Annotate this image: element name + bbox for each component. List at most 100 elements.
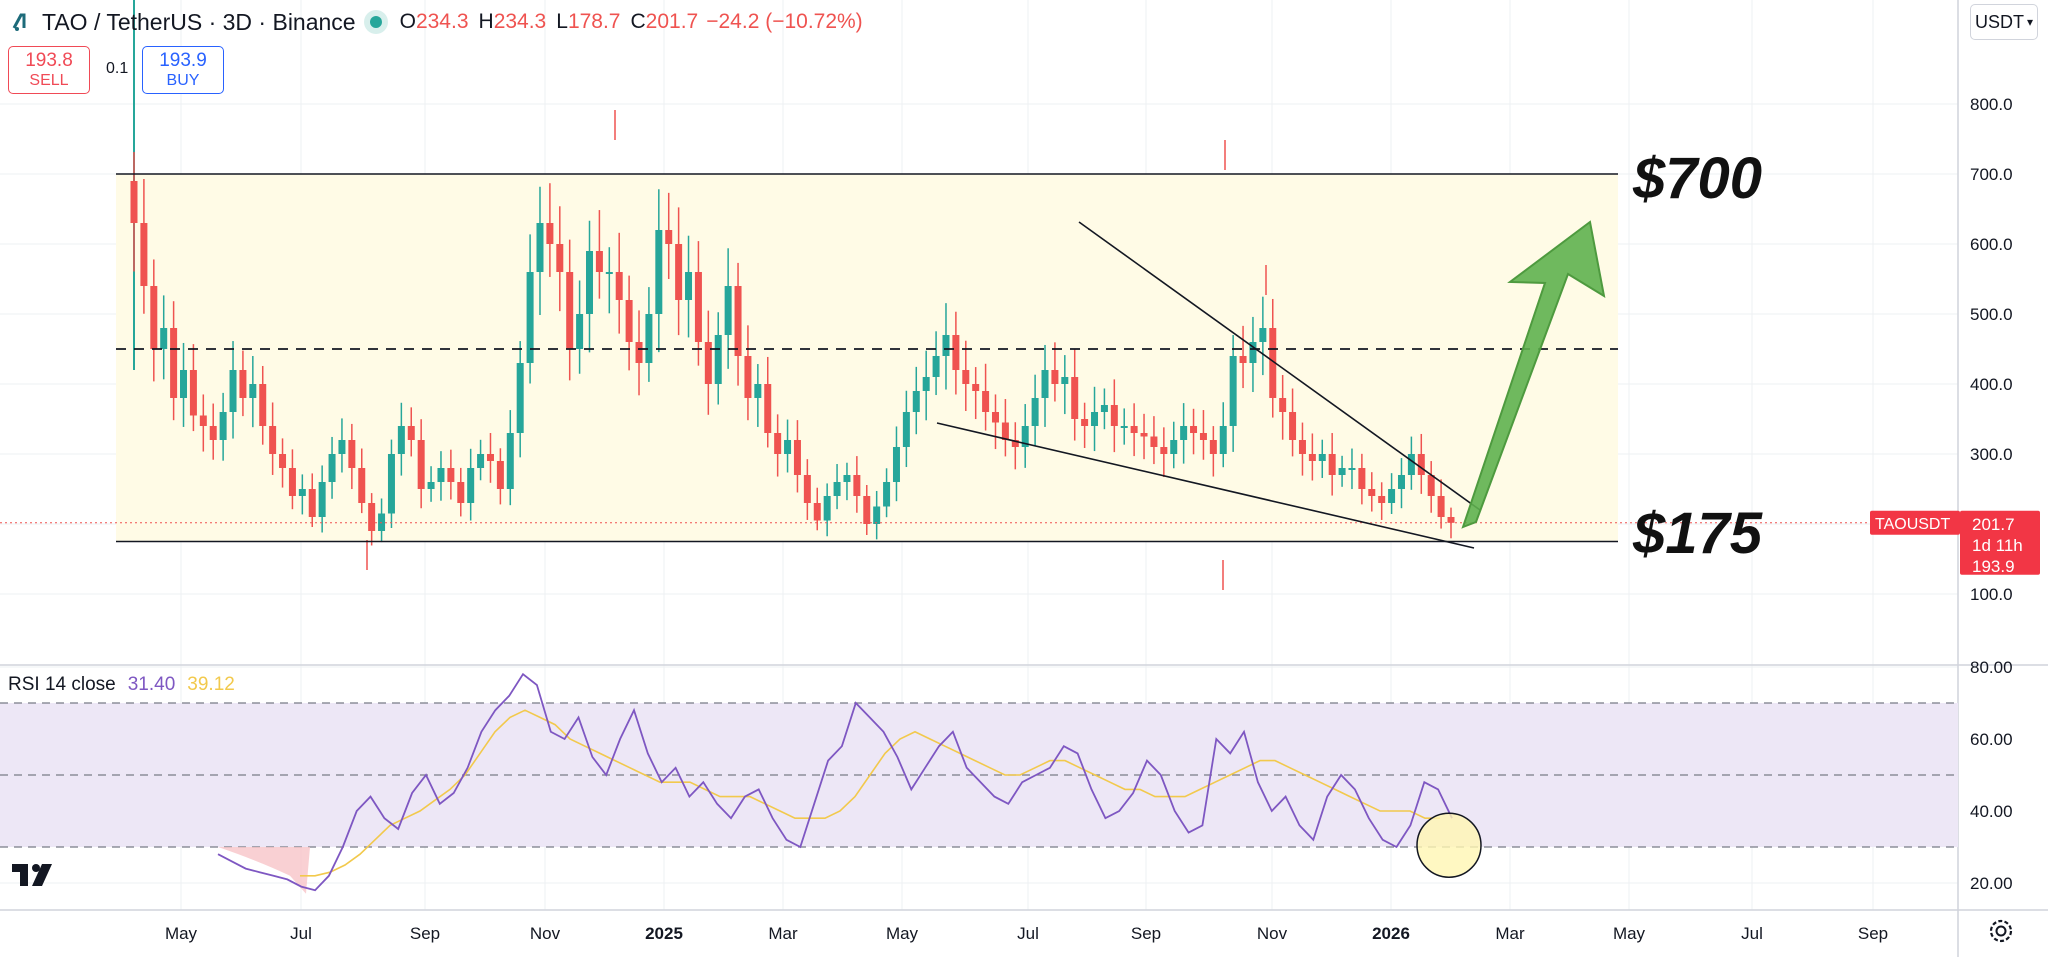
candle-body: [1091, 412, 1099, 426]
candle-body: [1001, 422, 1009, 440]
candle-body: [853, 475, 861, 496]
price-tag-last: 201.7: [1972, 515, 2015, 534]
annotations: $700 $175: [1632, 146, 1763, 566]
candle-body: [902, 412, 910, 447]
candle-body: [892, 447, 900, 482]
candle-body: [962, 370, 970, 384]
candle-body: [1328, 454, 1336, 475]
price-tick-label: 500.0: [1970, 305, 2013, 324]
candle-body: [625, 300, 633, 342]
candle-body: [605, 272, 613, 274]
levels: [0, 173, 1958, 543]
price-tag-bg: [1960, 510, 2040, 575]
sell-button[interactable]: 193.8 SELL: [8, 46, 90, 94]
forecast-arrow-shape: [1461, 220, 1606, 529]
time-tick-label: May: [165, 924, 198, 943]
candle-body: [803, 475, 811, 503]
candle-body: [734, 286, 742, 356]
time-tick-label: Nov: [1257, 924, 1288, 943]
candle-body: [764, 384, 772, 433]
candle-body: [180, 370, 188, 398]
market-open-indicator: [369, 16, 382, 28]
wedge-upper-line: [1078, 221, 1481, 511]
candle-body: [1061, 377, 1069, 384]
candle-body: [1110, 405, 1118, 426]
candle-body: [982, 391, 990, 412]
time-tick-label: 2026: [1372, 924, 1410, 943]
symbol-header: TAO / TetherUS · 3D · Binance O234.3 H23…: [10, 6, 863, 38]
time-tick-label: Jul: [1017, 924, 1039, 943]
candle-body: [1219, 426, 1227, 454]
time-tick-label: 2025: [645, 924, 683, 943]
candle-body: [1397, 475, 1405, 489]
price-tick-label: 800.0: [1970, 95, 2013, 114]
price-tag-bid: 193.9: [1972, 557, 2015, 576]
buy-button[interactable]: 193.9 BUY: [142, 46, 224, 94]
candle-body: [1160, 447, 1168, 454]
candle-body: [991, 412, 999, 423]
candle-body: [1318, 454, 1326, 461]
candle-body: [1120, 426, 1128, 428]
ohlc-values: O234.3 H234.3 L178.7 C201.7: [400, 10, 699, 34]
price-tag-countdown: 1d 11h: [1972, 536, 2023, 555]
candle-body: [1289, 412, 1297, 440]
candle-body: [338, 440, 346, 454]
candle-body: [1269, 328, 1277, 398]
candle-body: [417, 440, 425, 489]
candle-body: [942, 335, 950, 356]
symbol-title[interactable]: TAO / TetherUS · 3D · Binance: [42, 8, 356, 35]
ohlc-label: L: [556, 10, 568, 33]
candle-body: [477, 454, 485, 468]
time-tick-label: Mar: [768, 924, 798, 943]
candle-body: [873, 506, 881, 524]
rsi-band: [0, 702, 1958, 848]
price-tick-label: 400.0: [1970, 375, 2013, 394]
wedge-lower-line: [936, 422, 1475, 549]
candle-body: [1437, 496, 1445, 517]
candle-body: [883, 482, 891, 507]
candle-body: [744, 356, 752, 398]
gear-icon[interactable]: [1986, 916, 2016, 946]
tradingview-logo-icon[interactable]: [12, 862, 60, 895]
range-box: [116, 174, 1618, 542]
candle-body: [1388, 489, 1396, 503]
time-tick-label: Jul: [290, 924, 312, 943]
candle-body: [1011, 440, 1019, 447]
candle-body: [1041, 370, 1049, 398]
currency-selector[interactable]: USDT ▾: [1970, 4, 2038, 40]
candle-body: [1378, 496, 1386, 503]
candle-body: [1447, 517, 1455, 523]
spread-value: 0.1: [106, 60, 129, 77]
candle-body: [1407, 454, 1415, 475]
tao-logo-icon: [10, 10, 34, 34]
candle-body: [1298, 440, 1306, 454]
candle-body: [150, 286, 158, 349]
rsi-legend[interactable]: RSI 14 close 31.40 39.12: [8, 674, 235, 696]
currency-label: USDT: [1974, 11, 2024, 32]
candle-body: [1249, 342, 1257, 363]
candle-body: [259, 384, 267, 426]
candle-body: [437, 468, 445, 482]
candle-body: [288, 468, 296, 496]
candle-body: [378, 513, 386, 531]
candle-body: [774, 433, 782, 454]
ohlc-value: 178.7: [567, 10, 621, 33]
sell-label: SELL: [29, 72, 69, 89]
candle-body: [199, 415, 207, 426]
candle-body: [863, 496, 871, 524]
candle-body: [1229, 356, 1237, 426]
candle-body: [1239, 356, 1247, 363]
candle-body: [308, 489, 316, 517]
buy-price: 193.9: [159, 50, 207, 71]
candle-body: [556, 244, 564, 272]
candle-body: [724, 286, 732, 335]
candle-body: [1150, 436, 1158, 447]
rsi-legend-label: RSI 14 close: [8, 674, 116, 695]
candle-body: [1031, 398, 1039, 426]
candle-body: [1279, 398, 1287, 412]
candle-body: [704, 342, 712, 384]
rsi-line: [217, 672, 1453, 892]
rsi-legend-value: 31.40: [127, 674, 176, 695]
